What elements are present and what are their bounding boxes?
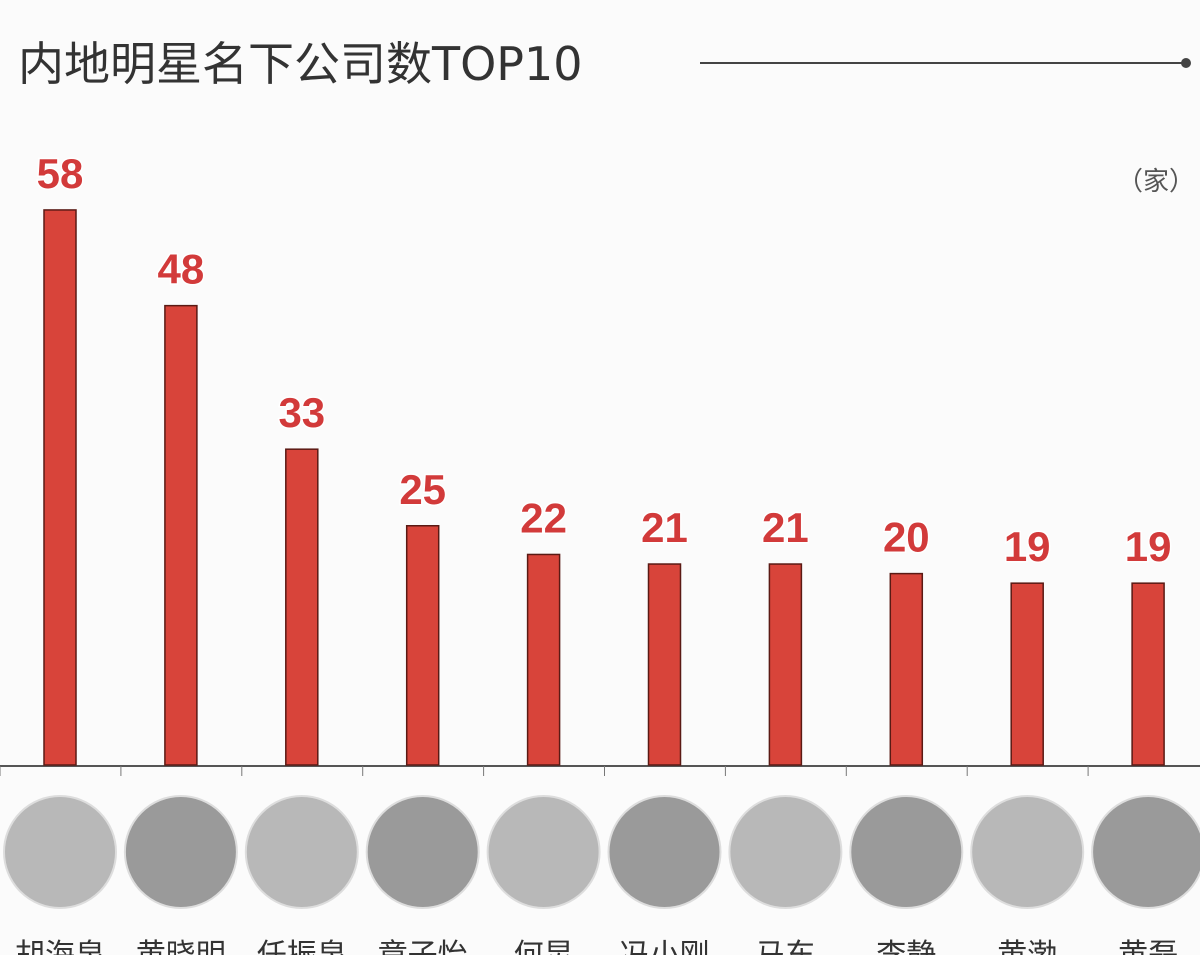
bar: [768, 563, 803, 766]
x-tick-label: 冯小刚: [620, 938, 710, 955]
avatar: [1091, 795, 1200, 909]
bar: [405, 525, 440, 766]
x-tick-label: 胡海泉: [15, 938, 105, 955]
x-tick-label: 黄晓明: [136, 938, 226, 955]
value-label: 21: [762, 504, 809, 551]
avatar: [486, 795, 601, 909]
value-label: 19: [1125, 523, 1172, 570]
x-tick-label: 章子怡: [378, 938, 468, 955]
avatar: [3, 795, 117, 909]
bar: [889, 572, 924, 766]
value-label: 21: [641, 504, 688, 551]
x-tick-label: 马东: [755, 938, 815, 955]
bar: [526, 553, 561, 766]
chart-title: 内地明星名下公司数TOP10: [18, 37, 583, 91]
avatar: [244, 795, 359, 909]
avatar: [728, 795, 843, 909]
value-label: 19: [1004, 523, 1051, 570]
avatar: [607, 795, 722, 909]
bar: [164, 304, 198, 766]
avatar: [970, 795, 1085, 909]
avatar: [123, 795, 238, 909]
x-tick-label: 任振泉: [257, 938, 347, 955]
avatar: [849, 795, 964, 909]
value-label: 58: [37, 150, 84, 197]
x-tick-label: 黄渤: [997, 938, 1057, 955]
bar: [647, 563, 682, 766]
bar: [1131, 582, 1165, 766]
value-label: 48: [158, 246, 205, 293]
x-tick-label: 黄磊: [1118, 938, 1178, 955]
value-label: 33: [278, 389, 325, 436]
x-tick-label: 何炅: [514, 938, 574, 955]
x-tick-label: 李静: [876, 938, 936, 955]
value-label: 20: [883, 514, 930, 561]
unit-label: （家）: [1117, 167, 1195, 197]
bar: [43, 209, 77, 766]
title-rule-dot: [1181, 58, 1191, 68]
bar: [285, 448, 319, 766]
value-label: 22: [520, 494, 567, 541]
avatar: [365, 795, 480, 909]
value-label: 25: [399, 466, 446, 513]
bar: [1010, 582, 1044, 766]
